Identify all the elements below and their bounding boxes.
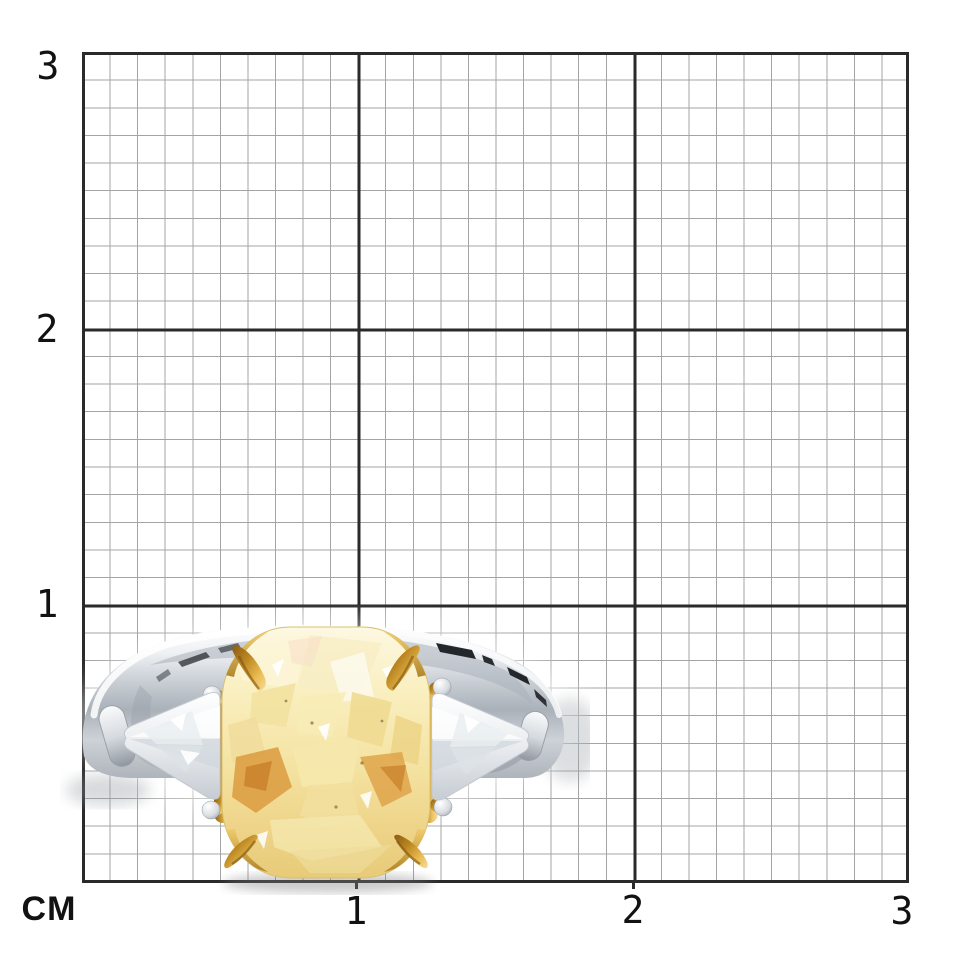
side-stone-caps [98,705,549,767]
center-stone [221,626,431,879]
gold-prongs [224,645,428,869]
ring-photo [66,620,590,893]
unit-label-cm: CM [21,890,77,928]
x-axis-label-2cm: 2 [621,888,645,932]
y-axis-label-3cm: 3 [36,44,60,88]
y-axis-label-1cm: 1 [35,582,59,626]
x-axis-label-1cm: 1 [344,889,368,933]
x-axis-label-3cm: 3 [890,889,914,933]
y-axis-label-2cm: 2 [35,307,59,351]
axis-tick [632,883,635,889]
side-stone-left [123,692,221,800]
side-stone-right [431,693,530,801]
